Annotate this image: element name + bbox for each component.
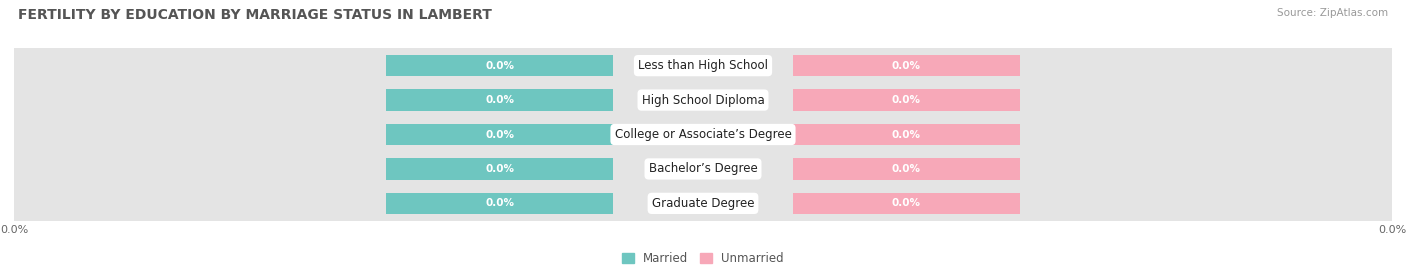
Bar: [793, 193, 1019, 214]
Bar: [14, 82, 1392, 118]
Bar: [14, 151, 1392, 187]
Text: 0.0%: 0.0%: [485, 198, 515, 208]
Text: High School Diploma: High School Diploma: [641, 94, 765, 107]
Legend: Married, Unmarried: Married, Unmarried: [617, 247, 789, 269]
Text: Graduate Degree: Graduate Degree: [652, 197, 754, 210]
Text: 0.0%: 0.0%: [485, 129, 515, 140]
Bar: [793, 158, 1019, 180]
Text: 0.0%: 0.0%: [485, 61, 515, 71]
Bar: [387, 124, 613, 145]
Text: 0.0%: 0.0%: [485, 164, 515, 174]
Bar: [793, 124, 1019, 145]
Text: 0.0%: 0.0%: [891, 164, 921, 174]
Bar: [793, 89, 1019, 111]
Text: FERTILITY BY EDUCATION BY MARRIAGE STATUS IN LAMBERT: FERTILITY BY EDUCATION BY MARRIAGE STATU…: [18, 8, 492, 22]
Text: Bachelor’s Degree: Bachelor’s Degree: [648, 162, 758, 175]
Bar: [387, 158, 613, 180]
Text: 0.0%: 0.0%: [891, 95, 921, 105]
Bar: [387, 89, 613, 111]
Text: Source: ZipAtlas.com: Source: ZipAtlas.com: [1277, 8, 1388, 18]
Bar: [793, 55, 1019, 76]
Text: 0.0%: 0.0%: [485, 95, 515, 105]
Text: 0.0%: 0.0%: [891, 129, 921, 140]
Text: Less than High School: Less than High School: [638, 59, 768, 72]
Text: 0.0%: 0.0%: [891, 198, 921, 208]
Bar: [14, 116, 1392, 153]
Bar: [387, 193, 613, 214]
Bar: [14, 185, 1392, 221]
Bar: [14, 48, 1392, 84]
Text: College or Associate’s Degree: College or Associate’s Degree: [614, 128, 792, 141]
Bar: [387, 55, 613, 76]
Text: 0.0%: 0.0%: [891, 61, 921, 71]
